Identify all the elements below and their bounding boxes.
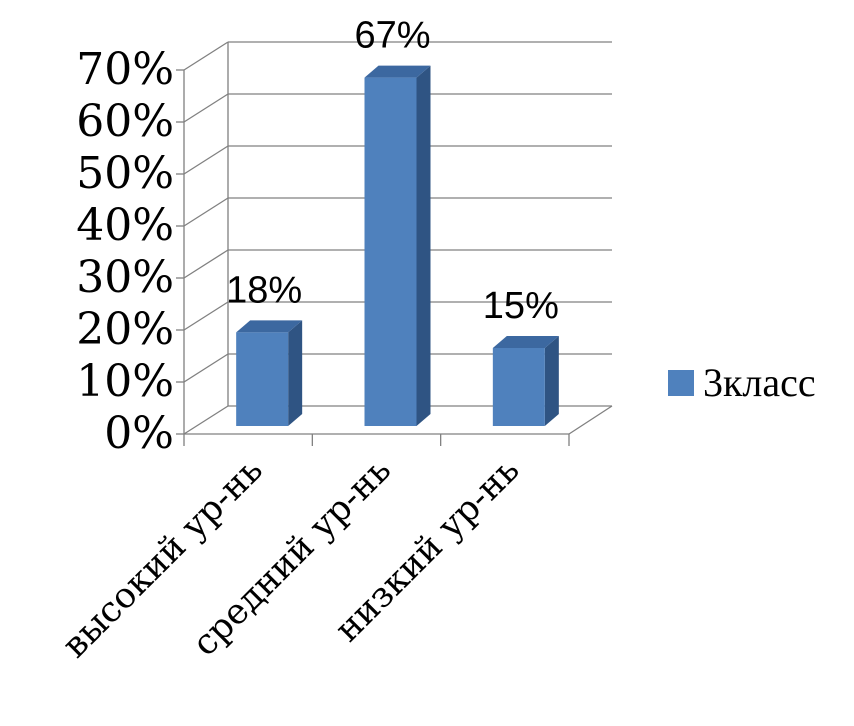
grid-diagonal [183, 405, 229, 435]
bar-side [288, 320, 303, 426]
bar-1 [236, 320, 303, 426]
data-label: 15% [483, 285, 559, 327]
legend: 3класс [668, 360, 816, 405]
bar-side [544, 336, 559, 426]
y-tick-label: 50% [76, 148, 174, 199]
legend-label: 3класс [703, 360, 816, 405]
data-label: 67% [354, 15, 430, 57]
bar-front [492, 348, 545, 426]
bar-top [236, 320, 303, 333]
y-tick-label: 0% [104, 408, 174, 459]
grid-diagonal [183, 41, 229, 71]
y-tick-label: 10% [76, 356, 174, 407]
bar-2 [364, 65, 431, 426]
floor-edge [568, 405, 613, 435]
y-tick-label: 40% [76, 200, 174, 251]
bar-3 [492, 336, 559, 426]
y-tick-label: 20% [76, 304, 174, 355]
bar-top [364, 65, 431, 78]
y-axis-tick-labels: 0%10%20%30%40%50%60%70% [76, 44, 174, 459]
grid-diagonal [183, 93, 229, 123]
bar-side [416, 65, 431, 426]
y-tick-label: 30% [76, 252, 174, 303]
bars [236, 65, 559, 426]
grid-diagonal [183, 197, 229, 227]
data-label: 18% [226, 269, 302, 311]
grid-diagonal [183, 301, 229, 331]
grid-diagonal [183, 249, 229, 279]
bar-front [364, 77, 417, 426]
bar-top [492, 336, 559, 348]
grid-diagonal [183, 145, 229, 175]
y-tick-label: 70% [76, 44, 174, 95]
data-labels: 18% 67% 15% [226, 15, 559, 327]
legend-swatch [668, 370, 694, 396]
grid-diagonal [183, 353, 229, 383]
y-tick-label: 60% [76, 96, 174, 147]
bar-front [236, 332, 289, 426]
